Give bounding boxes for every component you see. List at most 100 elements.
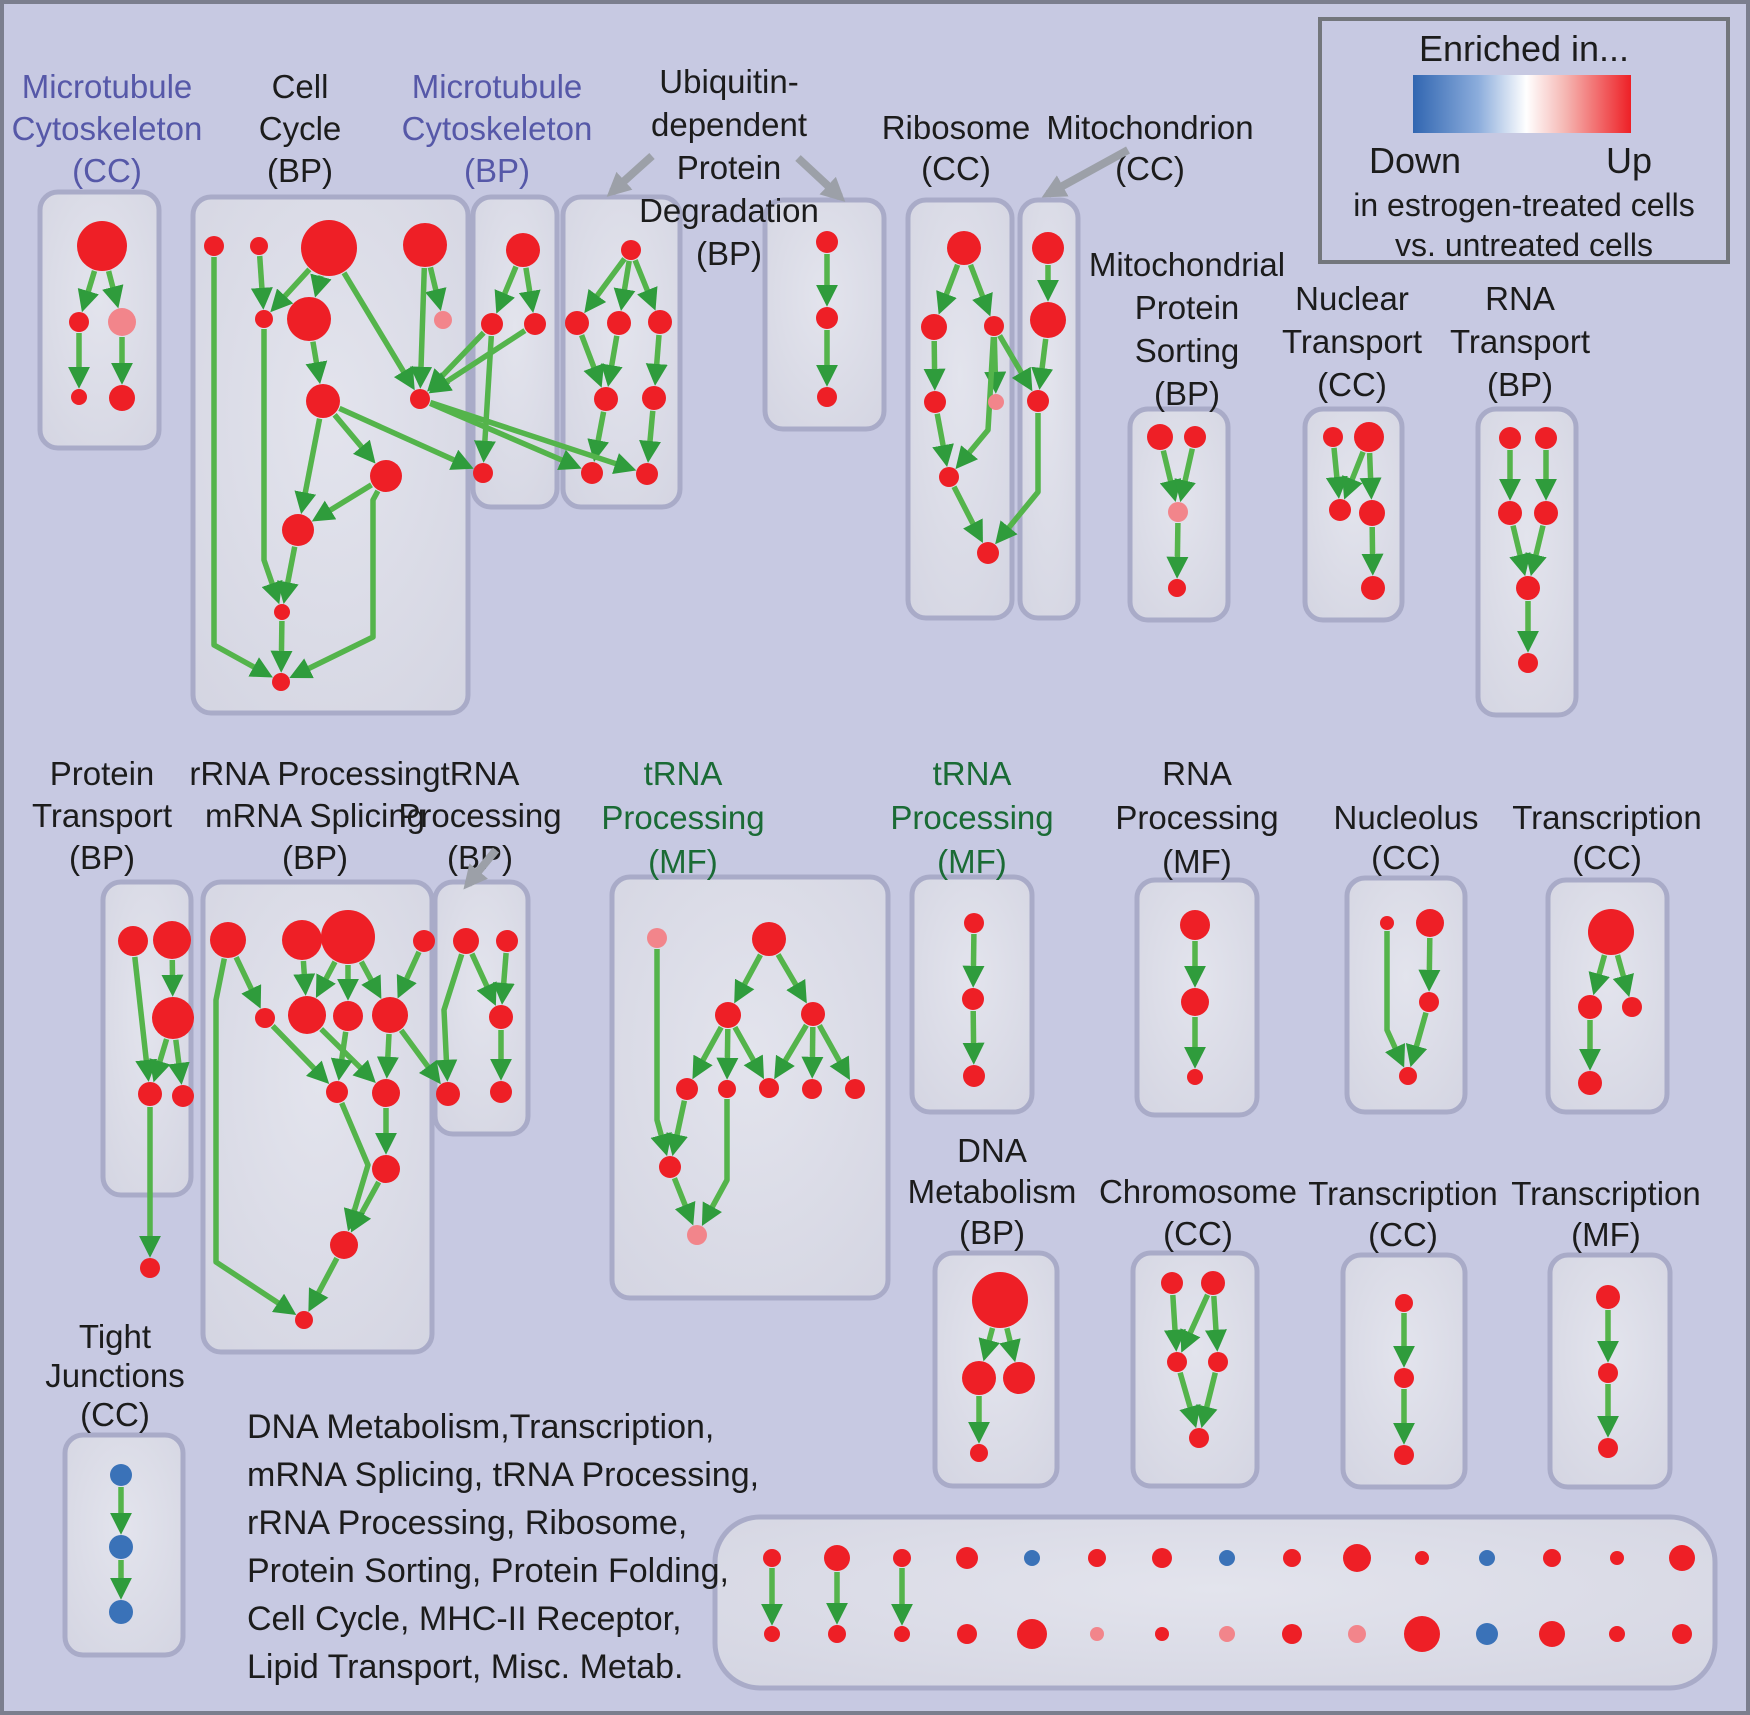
go-term-node xyxy=(453,928,479,954)
go-term-node xyxy=(1168,579,1186,597)
group-label-trna-mf-b: (MF) xyxy=(937,843,1007,880)
network-edge xyxy=(1325,447,1348,499)
go-term-node xyxy=(1147,424,1173,450)
go-term-node xyxy=(1588,909,1634,955)
go-term-node xyxy=(921,314,947,340)
go-term-node xyxy=(763,1549,781,1567)
go-term-node xyxy=(321,910,375,964)
go-term-node xyxy=(1343,1544,1371,1572)
network-edge xyxy=(330,1031,353,1081)
go-term-node xyxy=(824,1545,850,1571)
go-term-node xyxy=(436,1082,460,1106)
group-label-nucleolus-cc: (CC) xyxy=(1371,839,1441,876)
group-label-cell-cycle: Cycle xyxy=(259,110,342,147)
network-edge xyxy=(289,489,381,679)
group-label-nuclear-transport-cc: (CC) xyxy=(1317,366,1387,403)
network-edge xyxy=(305,341,328,385)
network-edge xyxy=(1177,1371,1201,1429)
network-edge xyxy=(211,257,273,678)
network-edge xyxy=(233,956,262,1009)
go-term-node xyxy=(1168,502,1188,522)
go-term-node xyxy=(287,297,331,341)
network-edge xyxy=(294,418,323,515)
go-term-node xyxy=(893,1549,911,1567)
go-term-node xyxy=(1518,653,1538,673)
go-term-node xyxy=(153,921,191,959)
go-term-node xyxy=(1032,232,1064,264)
group-label-transcription-mf: Transcription xyxy=(1511,1175,1701,1212)
go-term-node xyxy=(434,311,452,329)
legend-subtitle-1: in estrogen-treated cells xyxy=(1353,187,1695,223)
group-label-protein-transport-bp: Protein xyxy=(50,755,155,792)
network-edge xyxy=(308,1256,340,1312)
group-label-rna-processing-mf: (MF) xyxy=(1162,843,1232,880)
group-label-protein-transport-bp: Transport xyxy=(32,797,172,834)
go-term-node xyxy=(1027,390,1049,412)
group-label-ubiquitin-bp-a: Ubiquitin- xyxy=(659,63,798,100)
network-edge xyxy=(492,952,515,1005)
network-edge xyxy=(77,270,99,313)
go-term-node xyxy=(282,514,314,546)
go-term-node xyxy=(764,1626,780,1642)
group-label-trna-mf-b: tRNA xyxy=(933,755,1012,792)
go-term-node xyxy=(372,997,408,1033)
go-term-node xyxy=(1416,909,1444,937)
network-edge xyxy=(1180,1293,1211,1353)
go-term-node xyxy=(1578,1071,1602,1095)
group-label-dna-metabolism-bp: (BP) xyxy=(959,1214,1025,1251)
network-edge xyxy=(1196,1372,1218,1429)
network-edge xyxy=(932,413,954,467)
go-term-node xyxy=(110,1464,132,1486)
go-term-node xyxy=(109,385,135,411)
group-label-mito-protein-sorting-bp: Mitochondrial xyxy=(1089,246,1285,283)
go-term-node xyxy=(816,231,838,253)
go-term-node xyxy=(845,1079,865,1099)
go-term-node xyxy=(1219,1626,1235,1642)
network-edge xyxy=(518,267,541,313)
go-term-node xyxy=(1539,1621,1565,1647)
misc-categories-text: Protein Sorting, Protein Folding, xyxy=(247,1552,729,1590)
go-term-node xyxy=(972,1272,1028,1328)
network-edge xyxy=(1204,1295,1227,1352)
group-label-tight-junctions-cc: Tight xyxy=(79,1318,151,1355)
label-pointer-arrow xyxy=(463,847,500,890)
go-term-node xyxy=(152,997,194,1039)
network-edge xyxy=(270,267,312,313)
go-term-node xyxy=(1090,1627,1104,1641)
group-label-microtubule-cc: Cytoskeleton xyxy=(12,110,203,147)
go-term-node xyxy=(1282,1624,1302,1644)
go-term-node xyxy=(970,1444,988,1462)
group-label-rna-processing-mf: Processing xyxy=(1115,799,1278,836)
network-edge xyxy=(469,952,497,1006)
legend-subtitle-2: vs. untreated cells xyxy=(1395,227,1653,263)
network-edge xyxy=(428,328,527,394)
go-term-node xyxy=(581,462,603,484)
go-term-node xyxy=(1201,1271,1225,1295)
go-term-node xyxy=(250,237,268,255)
group-label-transcription-cc-b: (CC) xyxy=(1368,1216,1438,1253)
go-term-node xyxy=(759,1078,779,1098)
go-term-node xyxy=(1479,1550,1495,1566)
label-pointer-arrow xyxy=(1041,146,1130,198)
network-edge xyxy=(149,1038,171,1083)
group-label-rna-transport-bp: RNA xyxy=(1485,280,1555,317)
legend-title: Enriched in... xyxy=(1419,28,1629,69)
go-term-node xyxy=(1535,427,1557,449)
go-term-node xyxy=(1167,1352,1187,1372)
go-term-node xyxy=(801,1002,825,1026)
go-term-node xyxy=(963,1065,985,1087)
network-edge xyxy=(429,400,582,470)
go-term-node xyxy=(1359,500,1385,526)
network-edge xyxy=(936,263,961,315)
network-edge xyxy=(1166,522,1189,579)
network-edge xyxy=(1342,450,1366,500)
network-edge xyxy=(1525,524,1547,577)
network-edge xyxy=(732,1025,765,1080)
group-label-microtubule-bp: Microtubule xyxy=(412,68,583,105)
network-edge xyxy=(410,267,433,389)
go-term-node xyxy=(1180,910,1210,940)
network-edge xyxy=(923,340,946,391)
group-label-chromosome-cc: (CC) xyxy=(1163,1215,1233,1252)
